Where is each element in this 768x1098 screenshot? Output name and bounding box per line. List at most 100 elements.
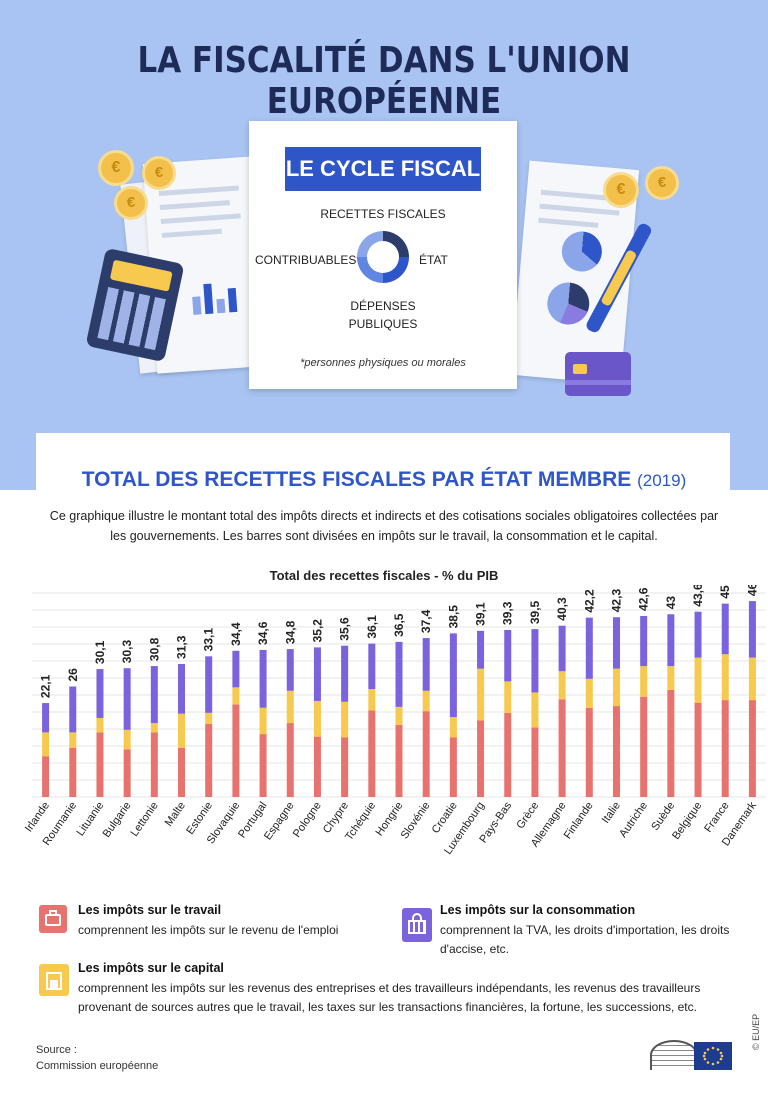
briefcase-icon: [39, 905, 67, 933]
bar-series-labour-15: [449, 737, 457, 797]
category-label-10: Pologne: [291, 800, 324, 840]
bar-series-consumption-17: [504, 629, 512, 682]
euro-coin-icon: €: [98, 150, 134, 186]
category-label-4: Lettonie: [129, 800, 161, 839]
bar-series-consumption-6: [205, 656, 213, 713]
bar-series-consumption-2: [96, 669, 104, 718]
shopping-basket-icon: [402, 908, 432, 942]
bar-series-consumption-23: [667, 614, 675, 667]
bar-series-consumption-0: [42, 703, 50, 733]
total-label-24: 43,6: [691, 585, 705, 607]
bar-series-consumption-10: [313, 647, 321, 701]
legend-capital-title: Les impôts sur le capital: [78, 961, 224, 975]
bar-series-labour-0: [42, 756, 50, 797]
bar-series-labour-4: [150, 732, 158, 797]
bar-series-consumption-9: [286, 649, 294, 691]
bar-series-capital-20: [585, 678, 593, 708]
bar-series-labour-13: [395, 724, 403, 797]
bar-series-capital-18: [531, 692, 539, 728]
section-panel: [36, 433, 730, 513]
bar-series-capital-2: [96, 717, 104, 733]
cycle-label-bottom-2: PUBLIQUES: [348, 317, 418, 331]
source-name: Commission européenne: [36, 1060, 159, 1072]
bar-series-capital-23: [667, 666, 675, 690]
bar-series-consumption-4: [150, 666, 158, 724]
legend-labour-text: comprennent les impôts sur le revenu de …: [78, 923, 339, 937]
legend-consumption-text-1: comprennent la TVA, les droits d'importa…: [440, 923, 730, 937]
category-label-21: Italie: [600, 800, 623, 826]
total-label-0: 22,1: [39, 674, 53, 698]
bar-series-capital-11: [341, 701, 349, 738]
total-label-23: 43: [664, 596, 678, 610]
description-line-2: les gouvernements. Les barres sont divis…: [110, 529, 658, 543]
bar-series-labour-26: [748, 700, 756, 797]
bar-series-consumption-12: [368, 643, 376, 690]
total-label-16: 39,1: [474, 602, 488, 626]
bar-series-capital-25: [721, 654, 729, 701]
building-icon: [39, 964, 69, 996]
bar-series-consumption-24: [694, 611, 702, 658]
cycle-ring-icon: [357, 231, 409, 283]
euro-coin-icon: €: [114, 186, 148, 220]
cycle-title: LE CYCLE FISCAL: [285, 147, 481, 191]
cycle-label-bottom-1: DÉPENSES: [350, 299, 416, 313]
total-label-13: 36,5: [392, 613, 406, 637]
bar-series-capital-12: [368, 689, 376, 711]
total-label-22: 42,6: [637, 587, 651, 611]
total-label-14: 37,4: [419, 609, 433, 633]
bar-series-capital-1: [69, 732, 77, 748]
bar-series-consumption-15: [449, 633, 457, 718]
bar-series-labour-7: [232, 704, 240, 797]
total-label-9: 34,8: [283, 620, 297, 644]
bar-series-labour-5: [178, 747, 186, 797]
total-label-10: 35,2: [310, 619, 324, 643]
bar-series-capital-15: [449, 717, 457, 738]
cycle-footnote: *personnes physiques ou morales: [300, 357, 466, 369]
bar-series-capital-19: [558, 671, 566, 700]
bar-series-capital-5: [178, 713, 186, 748]
bar-series-consumption-21: [612, 617, 620, 669]
european-parliament-logo: [650, 1036, 732, 1074]
category-label-0: Irlande: [23, 800, 52, 834]
bar-series-consumption-18: [531, 629, 539, 693]
euro-coin-icon: €: [645, 166, 679, 200]
total-label-19: 40,3: [555, 597, 569, 621]
bar-series-capital-7: [232, 687, 240, 705]
legend-capital-text-2: provenant de sources autres que le trava…: [78, 1000, 697, 1014]
total-label-15: 38,5: [446, 605, 460, 629]
euro-coin-icon: €: [603, 172, 639, 208]
category-label-23: Suède: [649, 800, 677, 833]
bar-series-labour-21: [612, 706, 620, 797]
page-title: LA FISCALITÉ DANS L'UNION EUROPÉENNE: [137, 40, 631, 122]
chart-title: Total des recettes fiscales - % du PIB: [269, 568, 499, 583]
bar-series-consumption-26: [748, 601, 756, 658]
total-label-7: 34,4: [229, 622, 243, 646]
bar-series-labour-3: [123, 749, 131, 797]
bar-series-capital-8: [259, 707, 267, 735]
bar-series-consumption-3: [123, 668, 131, 730]
bar-series-consumption-22: [640, 615, 648, 667]
category-label-5: Malte: [163, 800, 188, 829]
description-line-1: Ce graphique illustre le montant total d…: [49, 509, 719, 523]
bar-series-labour-23: [667, 689, 675, 797]
bar-series-labour-2: [96, 732, 104, 797]
bar-series-labour-16: [477, 720, 485, 797]
bar-series-labour-10: [313, 736, 321, 797]
source: Source : Commission européenne: [36, 1042, 158, 1074]
bar-series-labour-8: [259, 734, 267, 797]
legend-labour-title: Les impôts sur le travail: [78, 903, 222, 917]
source-label: Source :: [36, 1044, 77, 1056]
bar-series-capital-3: [123, 729, 131, 750]
bar-series-labour-19: [558, 699, 566, 797]
cycle-label-right: ÉTAT: [419, 253, 448, 267]
section-title-text: TOTAL DES RECETTES FISCALES PAR ÉTAT MEM…: [81, 468, 632, 491]
stacked-bar-chart: 22,1Irlande26Roumanie30,1Lituanie30,3Bul…: [23, 585, 766, 857]
total-label-18: 39,5: [528, 600, 542, 624]
bar-series-labour-14: [422, 711, 430, 797]
total-label-2: 30,1: [93, 640, 107, 664]
bar-series-labour-24: [694, 702, 702, 797]
euro-coin-icon: €: [142, 156, 176, 190]
bar-series-capital-10: [313, 700, 321, 737]
bar-series-labour-9: [286, 723, 294, 797]
bar-series-capital-14: [422, 690, 430, 712]
